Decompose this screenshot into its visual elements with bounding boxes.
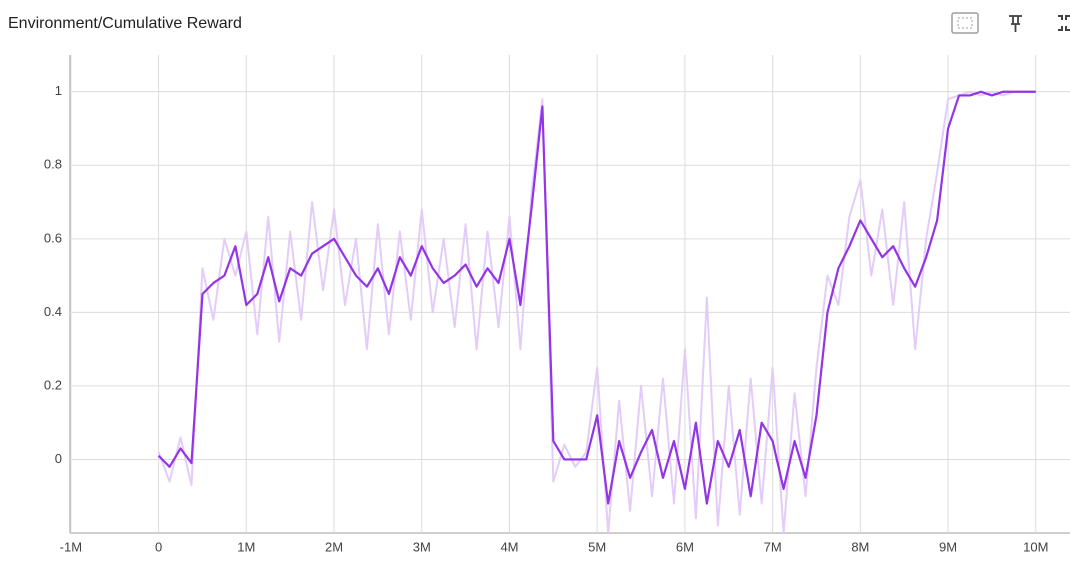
x-tick-label: 1M <box>237 539 255 554</box>
x-tick-label: 3M <box>413 539 431 554</box>
fit-domain-button[interactable] <box>951 12 979 34</box>
series-line <box>157 90 1036 533</box>
x-tick-label: 5M <box>588 539 606 554</box>
y-tick-label: 0 <box>55 451 62 466</box>
toolbar <box>951 12 1070 34</box>
y-tick-label: 1 <box>55 83 62 98</box>
fullscreen-button[interactable] <box>1058 15 1070 31</box>
pin-button[interactable] <box>1009 15 1022 32</box>
y-tick-label: 0.4 <box>44 304 62 319</box>
x-tick-label: 7M <box>764 539 782 554</box>
x-tick-label: 4M <box>500 539 518 554</box>
chart-title: Environment/Cumulative Reward <box>8 15 242 32</box>
x-tick-label: 9M <box>939 539 957 554</box>
y-tick-label: 0.8 <box>44 157 62 172</box>
plot-area <box>157 90 1036 533</box>
y-tick-label: 0.6 <box>44 230 62 245</box>
series-line <box>157 90 1036 505</box>
y-tick-label: 0.2 <box>44 377 62 392</box>
x-tick-label: 8M <box>851 539 869 554</box>
x-tick-label: 2M <box>325 539 343 554</box>
x-tick-label: 10M <box>1023 539 1048 554</box>
x-tick-label: 0 <box>155 539 162 554</box>
x-tick-label: -1M <box>60 539 82 554</box>
x-tick-label: 6M <box>676 539 694 554</box>
grid <box>70 55 1070 533</box>
